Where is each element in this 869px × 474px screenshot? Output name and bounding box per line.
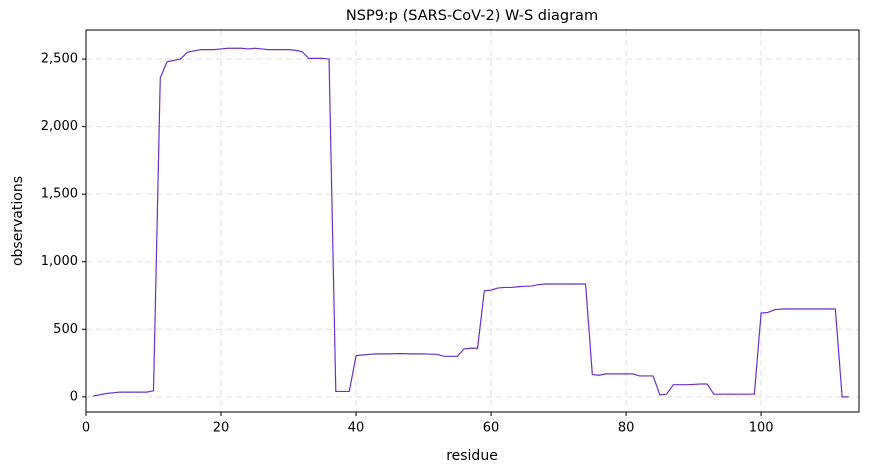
y-tick-label: 2,000: [41, 119, 78, 134]
x-tick-label: 60: [483, 421, 500, 436]
x-tick-label: 40: [348, 421, 365, 436]
y-tick-label: 0: [70, 389, 78, 404]
x-axis-label: residue: [446, 448, 498, 464]
x-tick-label: 0: [82, 421, 90, 436]
y-tick-label: 2,500: [41, 52, 78, 67]
x-tick-label: 100: [749, 421, 774, 436]
x-tick-label: 20: [213, 421, 230, 436]
plot-frame: [85, 29, 860, 413]
chart-title: NSP9:p (SARS-CoV-2) W-S diagram: [346, 8, 598, 24]
y-tick-label: 1,500: [41, 187, 78, 202]
y-axis-label: observations: [10, 176, 26, 266]
data-line: [92, 47, 849, 398]
x-tick-label: 80: [618, 421, 635, 436]
y-tick-label: 500: [53, 322, 78, 337]
y-tick-label: 1,000: [41, 254, 78, 269]
